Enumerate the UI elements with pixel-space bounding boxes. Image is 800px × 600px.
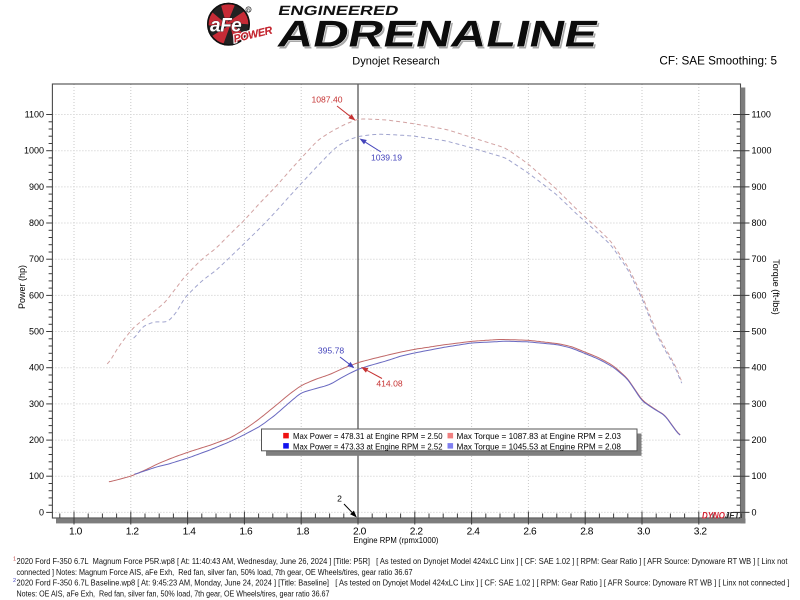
svg-text:800: 800	[29, 218, 44, 228]
svg-text:800: 800	[752, 218, 767, 228]
svg-text:1.0: 1.0	[69, 527, 83, 538]
svg-text:R: R	[247, 7, 251, 13]
svg-text:1100: 1100	[752, 110, 771, 120]
svg-text:DYNOJET.: DYNOJET.	[702, 510, 741, 520]
svg-text:200: 200	[752, 435, 767, 445]
svg-text:2.0: 2.0	[353, 527, 367, 538]
svg-text:0: 0	[752, 507, 757, 517]
svg-text:395.78: 395.78	[318, 346, 345, 356]
svg-text:Max Torque = 1045.53 at Engine: Max Torque = 1045.53 at Engine RPM = 2.0…	[457, 441, 622, 451]
svg-text:Max Power = 478.31 at Engine R: Max Power = 478.31 at Engine RPM = 2.50	[293, 431, 443, 441]
svg-text:Torque (ft-lbs): Torque (ft-lbs)	[771, 259, 781, 315]
svg-text:2: 2	[337, 494, 342, 504]
svg-text:Max Power = 473.33 at Engine R: Max Power = 473.33 at Engine RPM = 2.52	[293, 441, 443, 451]
svg-text:1.8: 1.8	[296, 527, 310, 538]
svg-text:400: 400	[29, 363, 44, 373]
svg-text:300: 300	[752, 399, 767, 409]
svg-text:2.6: 2.6	[523, 527, 537, 538]
svg-text:500: 500	[29, 327, 44, 337]
svg-text:500: 500	[752, 327, 767, 337]
svg-text:900: 900	[752, 182, 767, 192]
svg-text:Notes: OE AIS, aFe Exh, Red f: Notes: OE AIS, aFe Exh, Red fan, silver …	[17, 589, 330, 598]
svg-text:300: 300	[29, 399, 44, 409]
svg-text:ADRENALINE: ADRENALINE	[274, 13, 602, 55]
svg-text:200: 200	[29, 435, 44, 445]
svg-text:600: 600	[29, 290, 44, 300]
svg-text:400: 400	[752, 363, 767, 373]
svg-text:900: 900	[29, 182, 44, 192]
svg-text:Engine RPM (rpmx1000): Engine RPM (rpmx1000)	[354, 535, 439, 545]
svg-text:connected ] Notes: Magnum Forc: connected ] Notes: Magnum Force AIS, aFe…	[17, 568, 413, 577]
svg-text:2020 Ford F-350 6.7L Magnum F: 2020 Ford F-350 6.7L Magnum Force P5R.wp…	[17, 557, 789, 566]
svg-text:Dynojet Research: Dynojet Research	[352, 56, 439, 68]
svg-text:1100: 1100	[25, 110, 44, 120]
svg-text:1000: 1000	[752, 146, 772, 156]
svg-text:2.8: 2.8	[580, 527, 594, 538]
svg-text:1087.40: 1087.40	[311, 95, 342, 105]
svg-text:3.2: 3.2	[694, 527, 708, 538]
svg-text:2: 2	[13, 578, 16, 584]
svg-text:2.2: 2.2	[410, 527, 424, 538]
svg-text:1: 1	[13, 557, 16, 563]
svg-text:aFe: aFe	[210, 16, 242, 37]
svg-text:414.08: 414.08	[376, 379, 403, 389]
svg-text:ENGINEERED: ENGINEERED	[277, 3, 400, 18]
svg-text:ADRENALINE: ADRENALINE	[276, 15, 604, 57]
svg-text:600: 600	[752, 290, 767, 300]
svg-text:1000: 1000	[24, 146, 44, 156]
svg-text:1.6: 1.6	[239, 527, 253, 538]
svg-text:2.4: 2.4	[467, 527, 481, 538]
svg-text:1.2: 1.2	[126, 527, 140, 538]
svg-text:Power (hp): Power (hp)	[17, 265, 27, 309]
svg-text:0: 0	[39, 507, 44, 517]
svg-text:2020 Ford F-350 6.7L Baseline.: 2020 Ford F-350 6.7L Baseline.wp8 [ At: …	[17, 579, 790, 588]
svg-text:1.4: 1.4	[183, 527, 197, 538]
svg-text:CF: SAE Smoothing: 5: CF: SAE Smoothing: 5	[659, 55, 777, 68]
svg-text:100: 100	[29, 471, 44, 481]
svg-text:700: 700	[29, 254, 44, 264]
svg-text:Max Torque = 1087.83 at Engine: Max Torque = 1087.83 at Engine RPM = 2.0…	[457, 431, 622, 441]
svg-text:100: 100	[752, 471, 767, 481]
svg-text:700: 700	[752, 254, 767, 264]
svg-text:1039.19: 1039.19	[371, 153, 402, 163]
svg-text:3.0: 3.0	[637, 527, 651, 538]
